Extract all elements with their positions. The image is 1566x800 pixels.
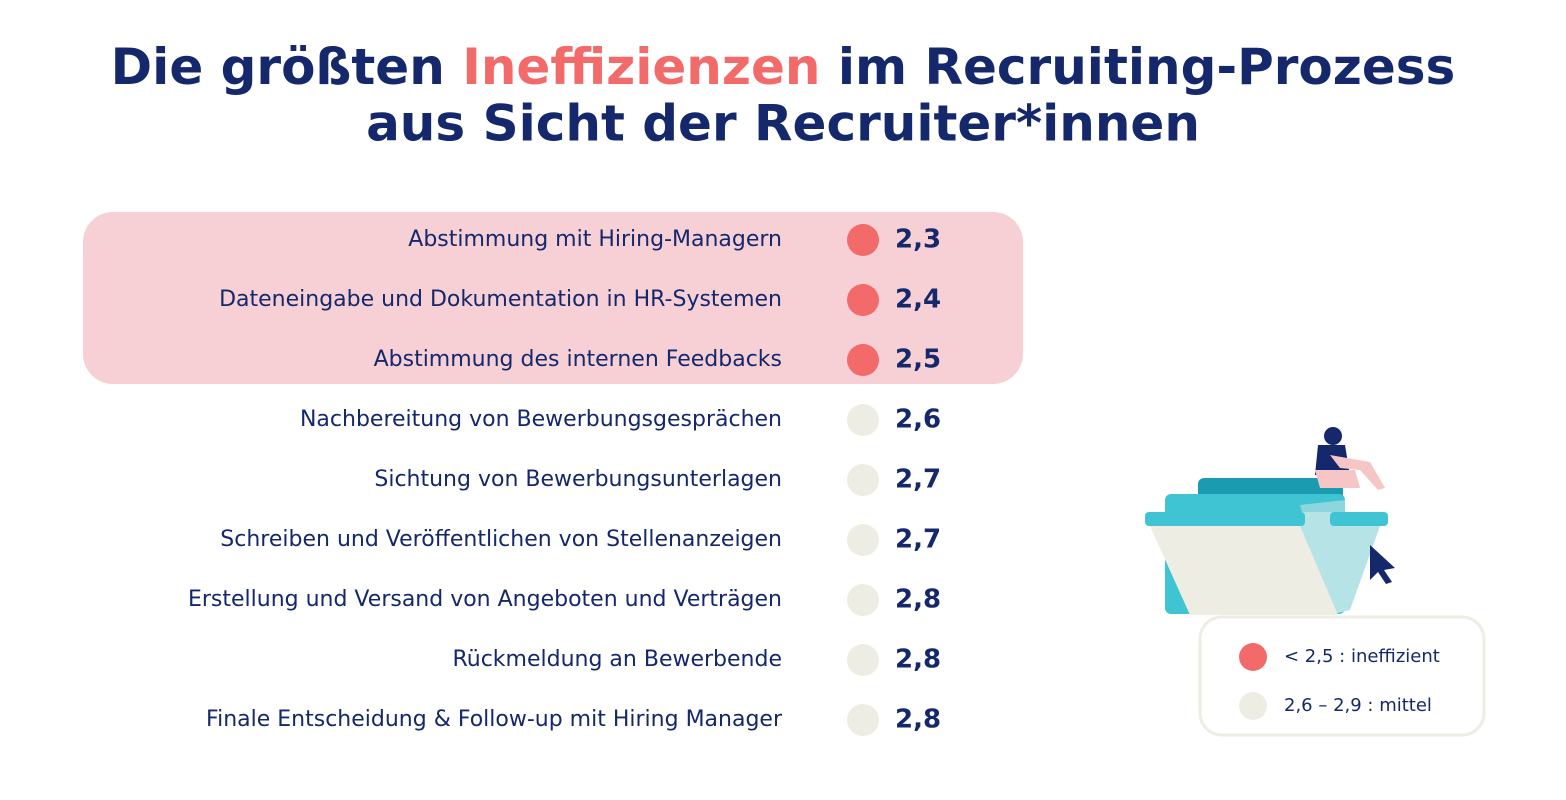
- row-label: Abstimmung mit Hiring-Managern: [408, 227, 782, 252]
- row-dot: [847, 704, 879, 736]
- row-dot: [847, 224, 879, 256]
- legend-label: 2,6 – 2,9 : mittel: [1284, 695, 1432, 716]
- title-part: Die größten: [111, 38, 463, 96]
- row-dot: [847, 404, 879, 436]
- row-dot: [847, 644, 879, 676]
- row-value: 2,5: [895, 345, 941, 375]
- row-value: 2,7: [895, 525, 941, 555]
- row-value: 2,4: [895, 285, 941, 315]
- row-value: 2,8: [895, 645, 941, 675]
- row-value: 2,6: [895, 405, 941, 435]
- legend-label: < 2,5 : ineffizient: [1284, 646, 1440, 667]
- row-dot: [847, 284, 879, 316]
- legend-box: [1198, 615, 1486, 737]
- title-line: aus Sicht der Recruiter*innen: [366, 95, 1200, 153]
- title-part: im Recruiting-Prozess: [820, 38, 1455, 96]
- legend-dot: [1239, 643, 1267, 671]
- row-value: 2,3: [895, 225, 941, 255]
- row-label: Dateneingabe und Dokumentation in HR-Sys…: [219, 287, 782, 312]
- row-value: 2,7: [895, 465, 941, 495]
- row-label: Nachbereitung von Bewerbungsgesprächen: [300, 407, 782, 432]
- title-part: Ineffizienzen: [462, 38, 820, 96]
- row-value: 2,8: [895, 585, 941, 615]
- title-line: Die größten Ineffizienzen im Recruiting-…: [111, 38, 1456, 96]
- row-label: Abstimmung des internen Feedbacks: [374, 347, 782, 372]
- row-label: Sichtung von Bewerbungsunterlagen: [374, 467, 782, 492]
- row-dot: [847, 584, 879, 616]
- row-label: Erstellung und Versand von Angeboten und…: [188, 587, 782, 612]
- row-value: 2,8: [895, 705, 941, 735]
- row-dot: [847, 464, 879, 496]
- row-label: Schreiben und Veröffentlichen von Stelle…: [220, 527, 782, 552]
- row-dot: [847, 524, 879, 556]
- row-label: Finale Entscheidung & Follow-up mit Hiri…: [206, 707, 783, 732]
- legend-dot: [1239, 692, 1267, 720]
- highlight-box: [83, 212, 1023, 384]
- row-label: Rückmeldung an Bewerbende: [452, 647, 782, 672]
- illustration: [1145, 427, 1395, 615]
- row-dot: [847, 344, 879, 376]
